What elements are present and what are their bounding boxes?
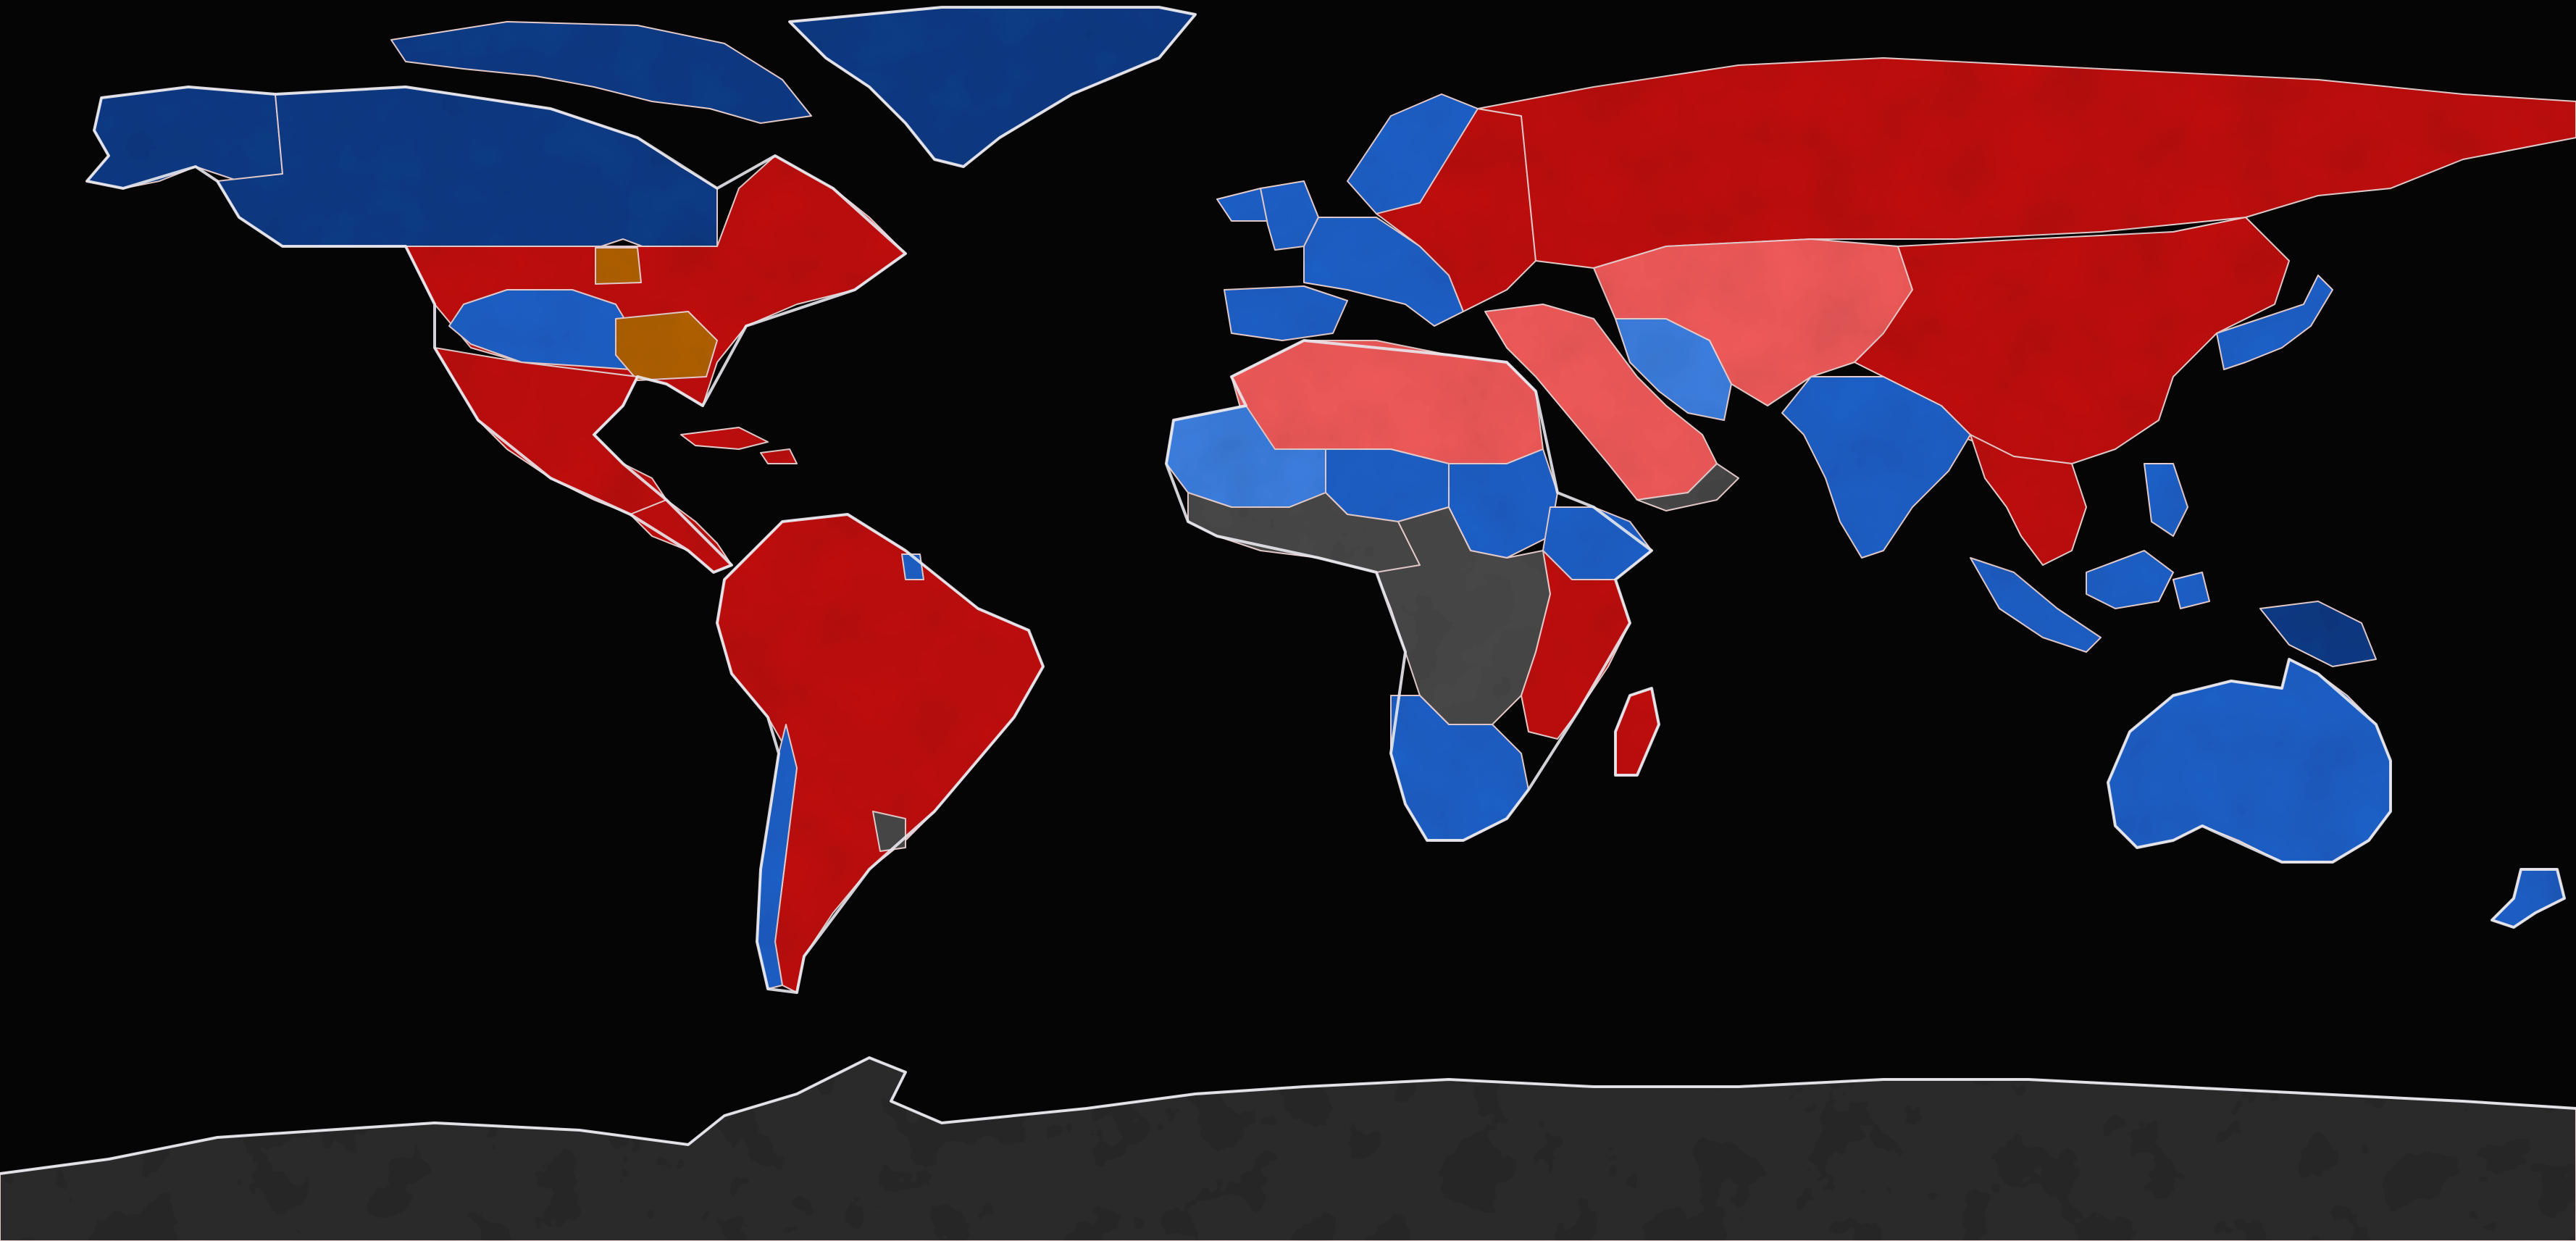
region-caribbean xyxy=(680,427,798,464)
region-india xyxy=(1781,376,1971,559)
region-mexico xyxy=(434,347,667,515)
region-china-mongolia xyxy=(1854,217,2290,464)
region-new-guinea xyxy=(2259,601,2377,667)
region-eastern-europe xyxy=(1376,108,1536,312)
region-southeast-asia xyxy=(1970,434,2087,566)
region-uruguay xyxy=(872,811,906,852)
region-arctic-islands xyxy=(390,21,812,124)
region-iberia xyxy=(1224,285,1348,341)
region-japan-korea xyxy=(2216,275,2333,370)
region-central-asia xyxy=(1593,238,1913,406)
region-russia xyxy=(1477,57,2576,269)
region-usa-orange-state-south xyxy=(615,311,718,381)
region-indonesia xyxy=(1970,550,2210,653)
region-arabian-peninsula-south xyxy=(1636,463,1739,511)
region-philippines xyxy=(2144,463,2188,537)
coastline-outlines xyxy=(0,6,2576,1175)
region-usa-orange-state-north xyxy=(595,247,642,285)
